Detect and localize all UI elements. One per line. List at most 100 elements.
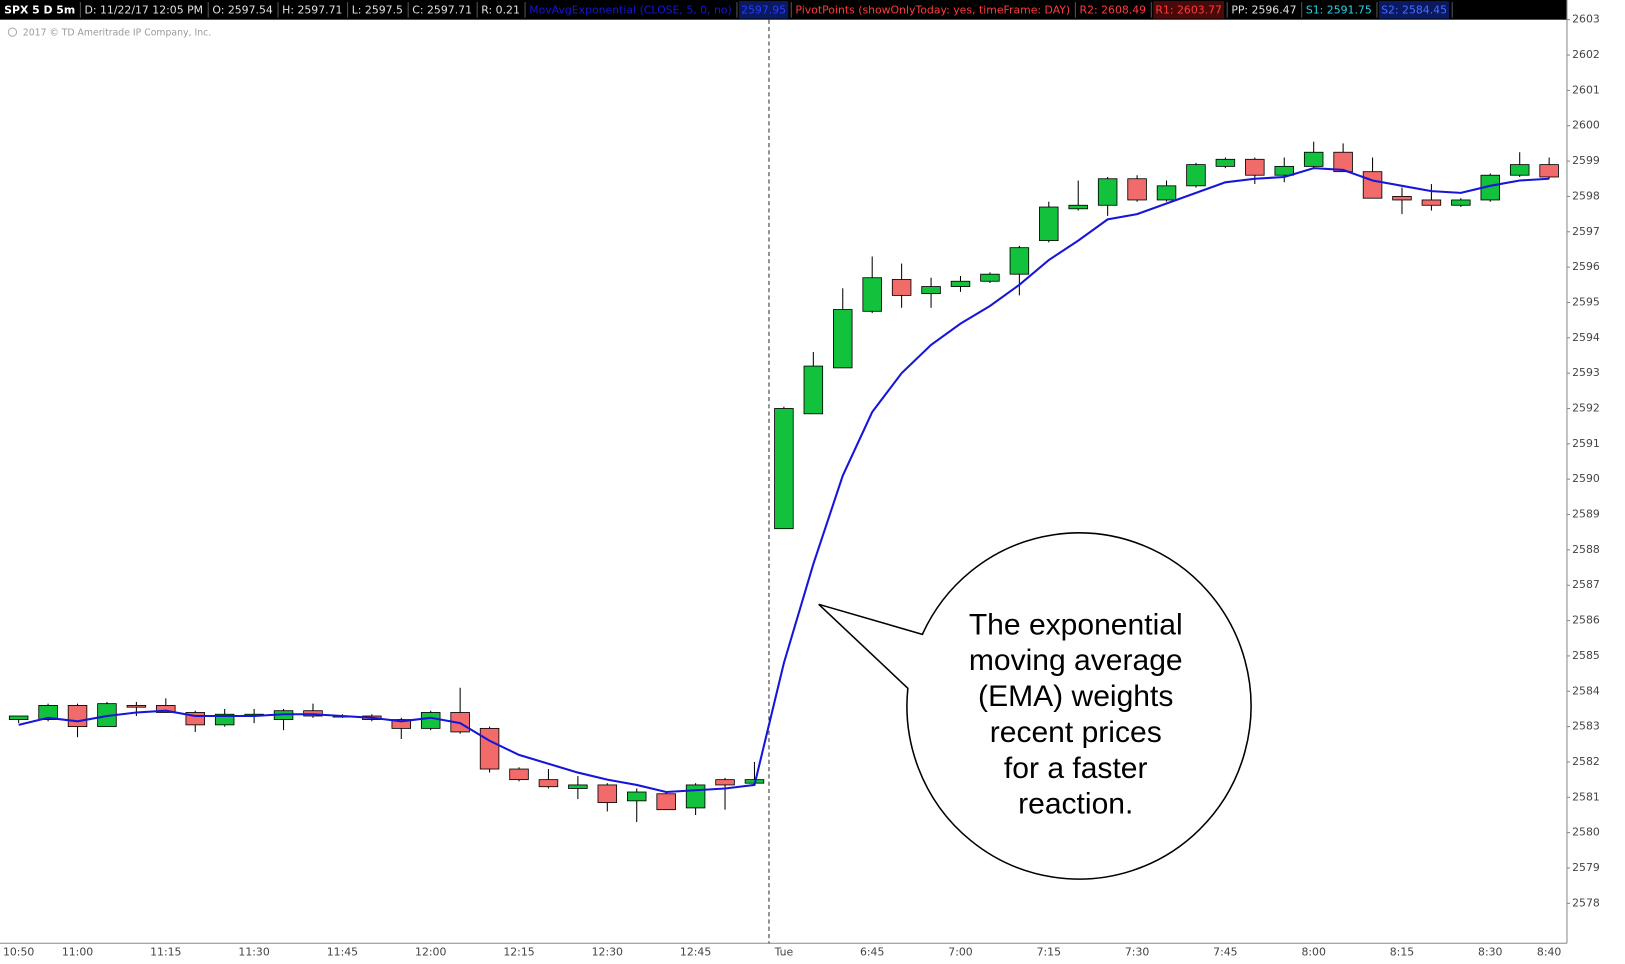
candle-body <box>1392 196 1412 201</box>
y-tick-label: 2582 <box>1572 755 1600 768</box>
y-tick-label: 2593 <box>1572 366 1600 379</box>
candle-body <box>568 784 588 789</box>
y-tick-label: 2603 <box>1572 13 1600 26</box>
x-tick-label: 7:45 <box>1213 946 1237 959</box>
annotation-line: (EMA) weights <box>978 680 1173 713</box>
candle-body <box>715 779 735 786</box>
candle-body <box>980 273 1000 282</box>
toolbar-item: H: 2597.71 <box>282 3 342 16</box>
toolbar-item: S1: 2591.75 <box>1306 3 1372 16</box>
x-tick-label: 11:45 <box>327 946 358 959</box>
x-tick-label: 7:30 <box>1125 946 1149 959</box>
candle-body <box>833 309 853 369</box>
x-tick-label: 12:00 <box>415 946 446 959</box>
candle-body <box>1245 158 1265 176</box>
candle-body <box>8 715 29 720</box>
x-tick-label: 12:45 <box>680 946 711 959</box>
candle-body <box>509 768 529 781</box>
copyright: 2017 © TD Ameritrade IP Company, Inc. <box>23 28 211 39</box>
toolbar-item: R1: 2603.77 <box>1155 3 1222 16</box>
candle-body <box>626 791 647 802</box>
x-tick-label: Tue <box>774 946 794 959</box>
candle-body <box>950 280 971 287</box>
candle-body <box>214 713 235 726</box>
candle-body <box>1421 199 1442 206</box>
annotation-line: recent prices <box>990 716 1162 749</box>
candle-body <box>1009 247 1030 275</box>
candle-body <box>921 286 941 295</box>
annotation-line: reaction. <box>1018 788 1133 821</box>
y-tick-label: 2589 <box>1572 508 1600 521</box>
y-tick-label: 2601 <box>1572 83 1600 96</box>
toolbar-item: D: 11/22/17 12:05 PM <box>85 3 204 16</box>
y-tick-label: 2588 <box>1572 543 1600 556</box>
y-tick-label: 2591 <box>1572 437 1600 450</box>
candle-body <box>1097 178 1118 206</box>
toolbar-item: L: 2597.5 <box>352 3 403 16</box>
y-tick-label: 2587 <box>1572 578 1600 591</box>
x-tick-label: 11:00 <box>62 946 93 959</box>
y-tick-label: 2579 <box>1572 861 1600 874</box>
toolbar-item: MovAvgExponential (CLOSE, 5, 0, no) <box>529 3 732 16</box>
toolbar-item: S2: 2584.45 <box>1381 3 1447 16</box>
candle-body <box>774 408 794 530</box>
candle-body <box>1068 204 1088 210</box>
candle-body <box>656 793 676 811</box>
x-tick-label: 8:30 <box>1478 946 1502 959</box>
x-tick-label: 6:45 <box>860 946 884 959</box>
candle-body <box>1186 164 1206 187</box>
y-tick-label: 2581 <box>1572 790 1600 803</box>
y-tick-label: 2590 <box>1572 472 1600 485</box>
candle-body <box>1539 164 1559 178</box>
toolbar-item: 2597.95 <box>741 3 786 16</box>
y-tick-label: 2578 <box>1572 896 1600 909</box>
annotation-line: moving average <box>969 644 1183 677</box>
candle-body <box>1362 171 1383 199</box>
candle-body <box>538 779 559 788</box>
speech-bubble <box>818 532 1252 880</box>
candle-body <box>1127 178 1147 201</box>
y-tick-label: 2585 <box>1572 649 1600 662</box>
y-tick-label: 2592 <box>1572 402 1600 415</box>
x-tick-label: 12:15 <box>503 946 534 959</box>
info-icon <box>7 27 18 37</box>
candle-body <box>1303 151 1324 167</box>
x-tick-label: 8:00 <box>1301 946 1325 959</box>
toolbar-bg <box>739 1 789 19</box>
x-tick-label: 8:15 <box>1390 946 1414 959</box>
candle-body <box>685 784 706 809</box>
candle-body <box>1039 206 1059 242</box>
candle-body <box>891 279 912 296</box>
toolbar-item: SPX 5 D 5m <box>4 3 75 16</box>
y-tick-label: 2598 <box>1572 189 1600 202</box>
candle-body <box>862 277 882 312</box>
y-tick-label: 2600 <box>1572 119 1600 132</box>
y-tick-label: 2584 <box>1572 684 1600 697</box>
candle-body <box>479 727 500 770</box>
y-tick-label: 2596 <box>1572 260 1600 273</box>
y-tick-label: 2580 <box>1572 826 1600 839</box>
ema-line <box>18 167 1550 794</box>
x-tick-label: 11:15 <box>150 946 181 959</box>
candle-body <box>1215 158 1236 167</box>
toolbar-item: PivotPoints (showOnlyToday: yes, timeFra… <box>795 3 1070 16</box>
y-tick-label: 2594 <box>1572 331 1600 344</box>
y-tick-label: 2599 <box>1572 154 1600 167</box>
toolbar-item: R2: 2608.49 <box>1080 3 1147 16</box>
candle-body <box>67 704 88 728</box>
toolbar-bg <box>1379 1 1450 19</box>
toolbar-item: O: 2597.54 <box>212 3 273 16</box>
toolbar-item: C: 2597.71 <box>412 3 472 16</box>
candle-body <box>420 712 441 729</box>
candle-body <box>1451 199 1471 206</box>
y-tick-label: 2583 <box>1572 720 1600 733</box>
x-tick-label: 11:30 <box>238 946 269 959</box>
y-tick-label: 2602 <box>1572 48 1600 61</box>
candle-body <box>1509 164 1530 176</box>
toolbar-item: PP: 2596.47 <box>1231 3 1296 16</box>
x-tick-label: 7:00 <box>948 946 972 959</box>
candle-body <box>597 784 618 804</box>
annotation-line: for a faster <box>1004 752 1148 785</box>
